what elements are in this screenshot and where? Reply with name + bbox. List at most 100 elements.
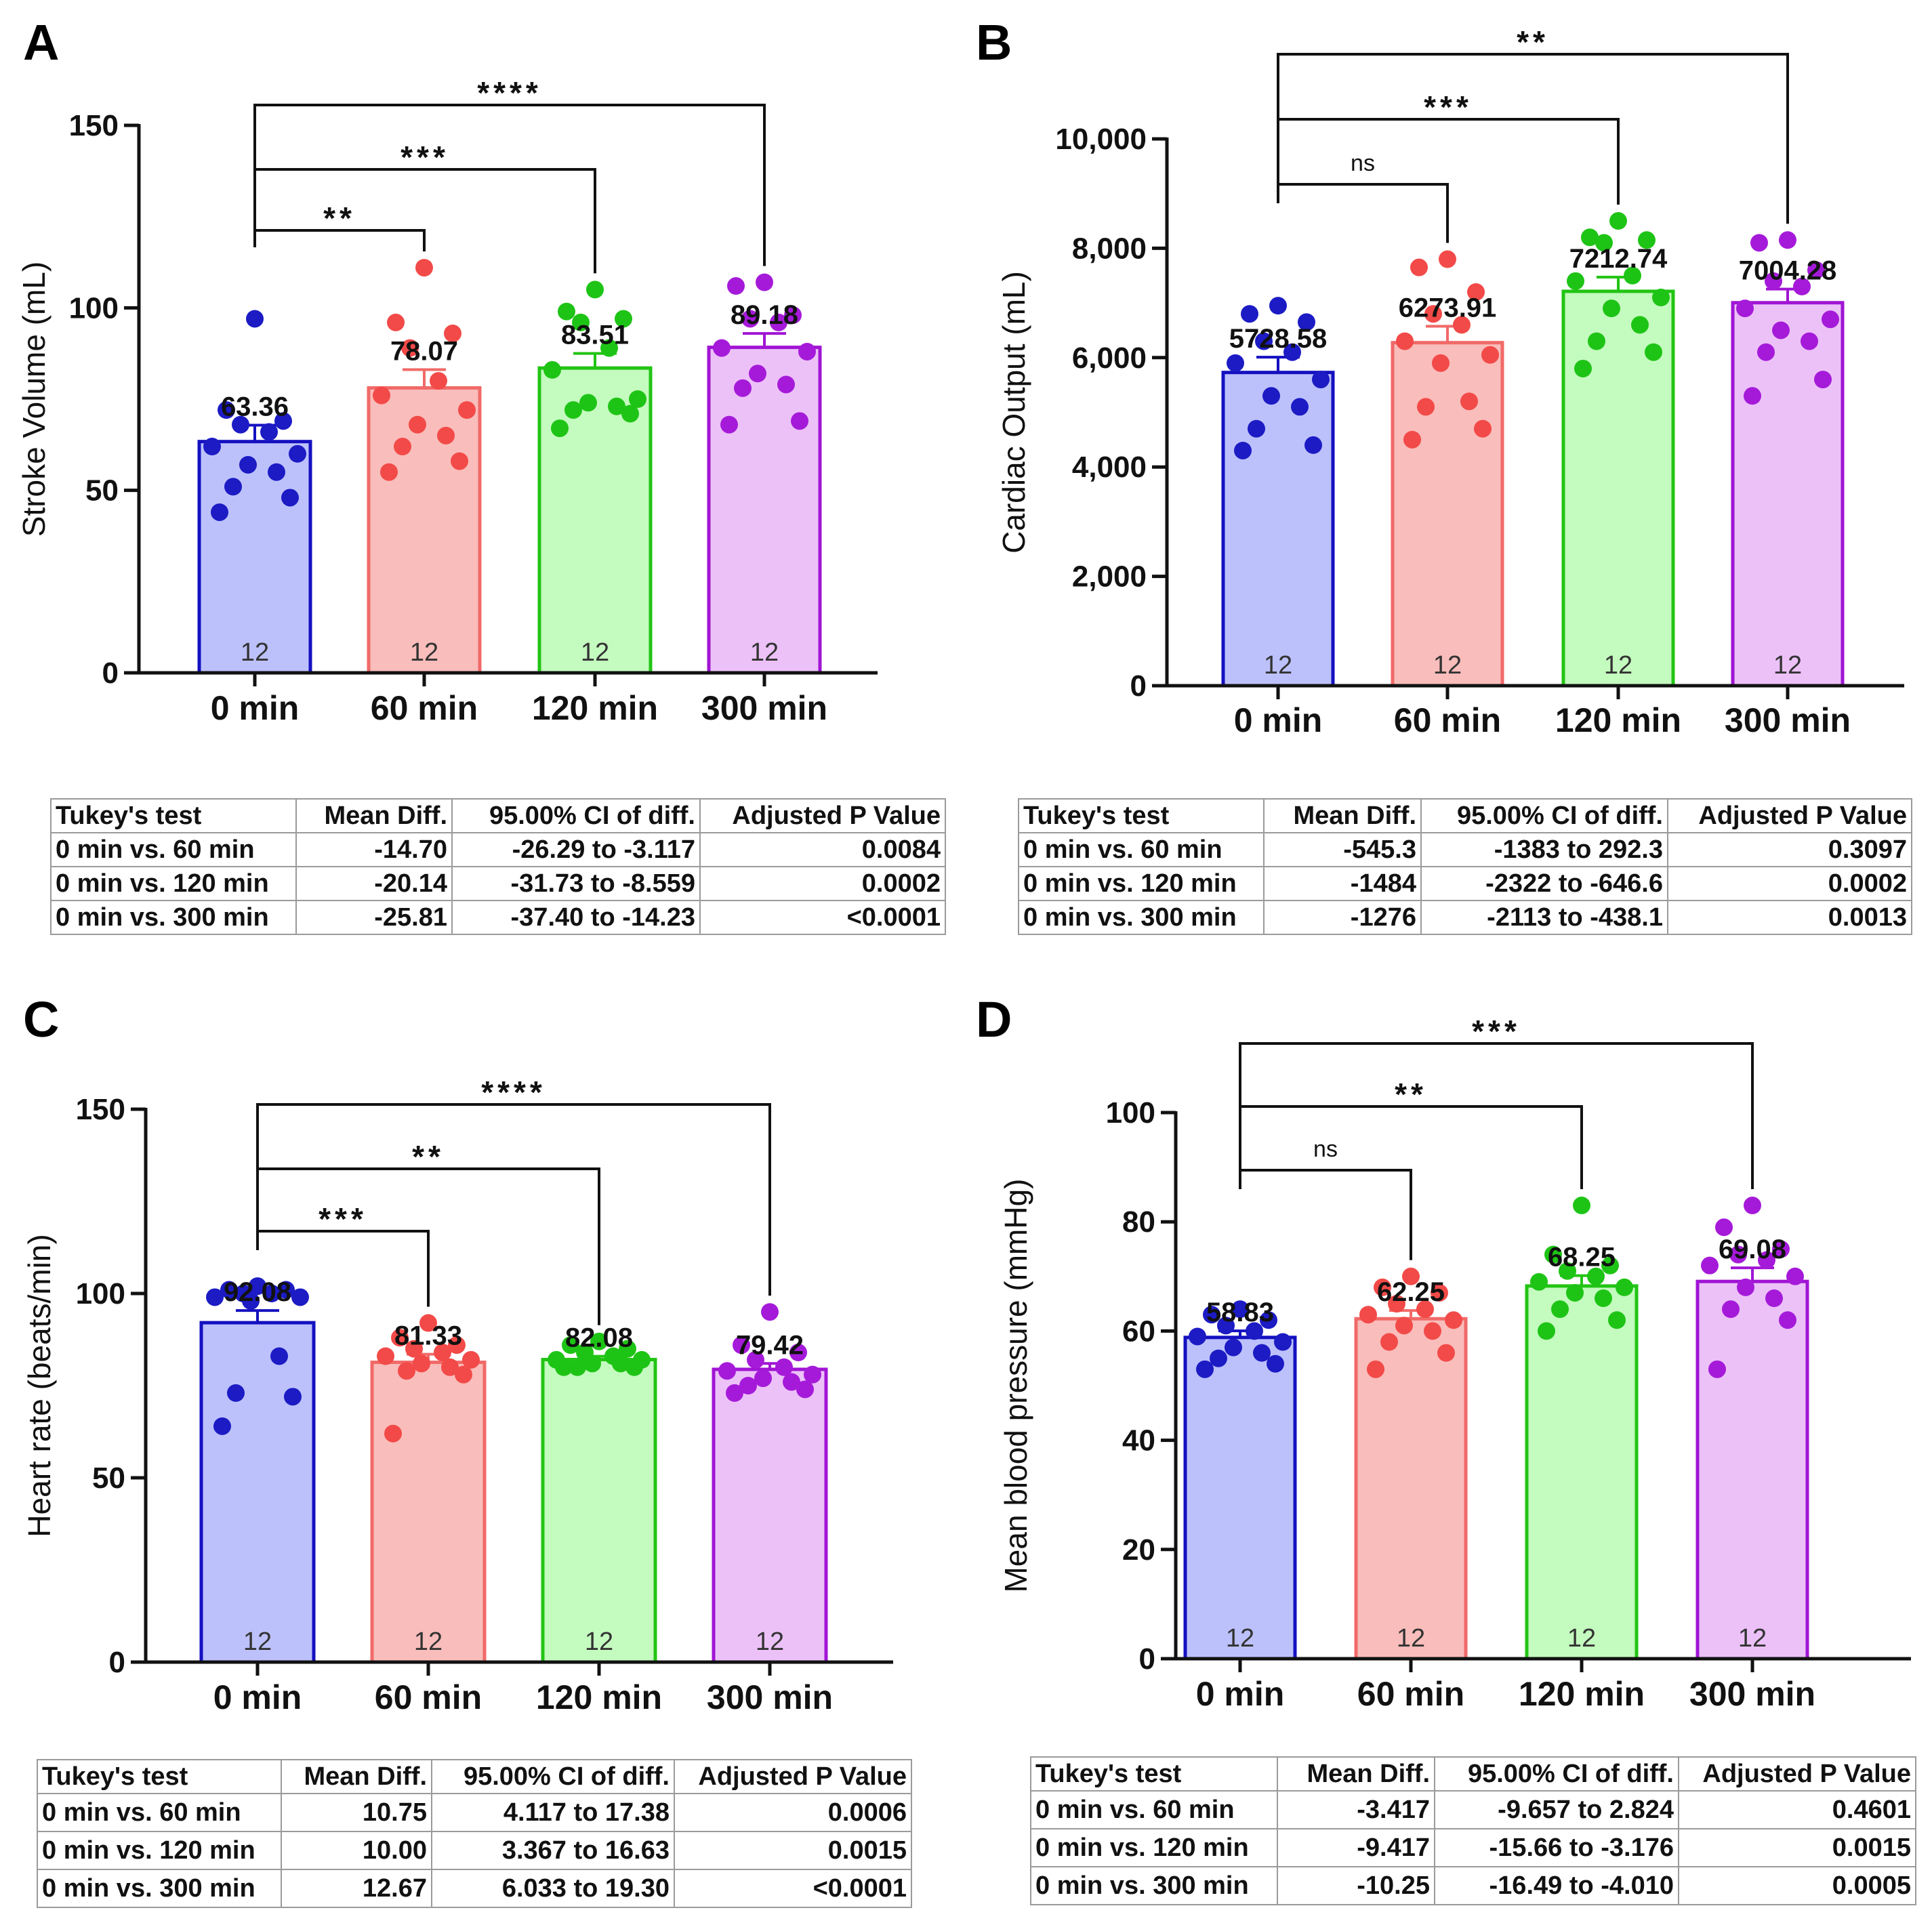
x-tick-label: 0 min bbox=[1196, 1675, 1285, 1713]
data-point bbox=[1616, 1278, 1633, 1296]
bar bbox=[1695, 1279, 1809, 1661]
table-header: 95.00% CI of diff. bbox=[431, 1759, 675, 1794]
table-cell: 0.4601 bbox=[1678, 1790, 1916, 1829]
data-point bbox=[1638, 231, 1656, 249]
panel-letter: C bbox=[23, 991, 59, 1048]
data-label: 78.07 bbox=[390, 337, 458, 367]
table-header: 95.00% CI of diff. bbox=[1420, 798, 1668, 833]
data-point bbox=[1574, 359, 1592, 377]
data-point bbox=[1396, 332, 1414, 350]
x-tick-label: 60 min bbox=[1394, 701, 1501, 739]
table-cell: 0.0002 bbox=[1667, 866, 1912, 901]
data-point bbox=[206, 1288, 224, 1306]
table-row: 0 min vs. 60 min -3.417 -9.657 to 2.824 … bbox=[1030, 1790, 1916, 1829]
data-point bbox=[239, 455, 257, 474]
significance-label: *** bbox=[318, 1201, 367, 1237]
significance-label: *** bbox=[1472, 1014, 1521, 1049]
data-point bbox=[1437, 1344, 1455, 1362]
data-point bbox=[1445, 1311, 1462, 1329]
data-point bbox=[277, 1281, 295, 1299]
table-header-row: Tukey's test Mean Diff. 95.00% CI of dif… bbox=[1018, 798, 1912, 833]
data-point bbox=[726, 1384, 743, 1402]
data-point bbox=[1608, 1311, 1626, 1329]
table-cell: -545.3 bbox=[1263, 832, 1422, 867]
data-point bbox=[441, 1358, 459, 1376]
y-tick-label: 50 bbox=[92, 1462, 125, 1495]
table-cell: 0.0005 bbox=[1678, 1866, 1916, 1905]
panel-letter: B bbox=[976, 14, 1012, 70]
table-cell: -14.70 bbox=[295, 832, 453, 867]
data-point bbox=[1432, 354, 1450, 372]
data-point bbox=[564, 401, 582, 419]
data-point bbox=[391, 1329, 409, 1347]
n-label: 12 bbox=[756, 1628, 784, 1656]
data-point bbox=[1715, 1218, 1733, 1237]
table-header: Adjusted P Value bbox=[1678, 1756, 1916, 1792]
n-label: 12 bbox=[414, 1628, 443, 1656]
table-header: Tukey's test bbox=[37, 1759, 282, 1794]
data-point bbox=[224, 478, 242, 496]
table-row: 0 min vs. 300 min -1276 -2113 to -438.1 … bbox=[1018, 900, 1912, 935]
data-point bbox=[1225, 1338, 1242, 1357]
data-point bbox=[775, 1358, 793, 1376]
data-point bbox=[1765, 272, 1782, 290]
table-cell: 0 min vs. 60 min bbox=[1030, 1790, 1278, 1829]
table-cell: 0 min vs. 300 min bbox=[50, 900, 297, 935]
data-point bbox=[625, 1358, 643, 1376]
table-cell: 0 min vs. 60 min bbox=[50, 832, 297, 867]
table-cell: -16.49 to -4.010 bbox=[1434, 1866, 1679, 1905]
table-cell: -1383 to 292.3 bbox=[1420, 832, 1668, 867]
table-cell: -25.81 bbox=[295, 900, 453, 935]
x-tick-label: 300 min bbox=[1689, 1675, 1815, 1713]
table-cell: 10.75 bbox=[281, 1793, 432, 1832]
significance-label: ns bbox=[1351, 150, 1375, 176]
data-point bbox=[619, 1340, 636, 1358]
panel-letter: A bbox=[23, 14, 59, 70]
data-point bbox=[218, 401, 235, 419]
data-point bbox=[263, 1285, 281, 1302]
table-header: 95.00% CI of diff. bbox=[1434, 1756, 1679, 1792]
data-point bbox=[749, 365, 766, 383]
data-point bbox=[1431, 1283, 1448, 1302]
data-label: 82.08 bbox=[565, 1323, 633, 1353]
data-point bbox=[1772, 1240, 1790, 1258]
x-tick-label: 60 min bbox=[375, 1678, 482, 1716]
x-tick-label: 0 min bbox=[211, 689, 300, 727]
y-axis-title: Mean blood pressure (mmHg) bbox=[998, 1178, 1033, 1592]
data-point bbox=[281, 489, 299, 507]
data-point bbox=[1736, 299, 1754, 318]
table-cell: -37.40 to -14.23 bbox=[451, 900, 701, 935]
data-point bbox=[777, 375, 795, 394]
table-cell: 0 min vs. 60 min bbox=[37, 1793, 282, 1832]
data-point bbox=[1262, 387, 1280, 405]
data-point bbox=[1248, 419, 1265, 438]
table-cell: 0 min vs. 300 min bbox=[37, 1869, 282, 1908]
data-point bbox=[268, 463, 285, 481]
data-point bbox=[415, 259, 433, 277]
data-point bbox=[1595, 1289, 1612, 1308]
chart-panel-d: D 58.83 62.25 68.25 69.08 12 12 12 12 0 20 40 60 80 10… bbox=[976, 991, 1911, 1713]
data-point bbox=[1814, 371, 1832, 389]
table-header: Adjusted P Value bbox=[674, 1759, 912, 1794]
significance-label: **** bbox=[481, 1075, 546, 1110]
table-cell: 0.0002 bbox=[699, 866, 946, 901]
table-header: Mean Diff. bbox=[281, 1759, 432, 1794]
data-point bbox=[1291, 398, 1309, 416]
data-point bbox=[1538, 1322, 1555, 1340]
data-point bbox=[1701, 1256, 1719, 1275]
table-header-row: Tukey's test Mean Diff. 95.00% CI of dif… bbox=[1030, 1756, 1916, 1792]
bar bbox=[541, 1357, 657, 1664]
table-cell: -9.657 to 2.824 bbox=[1434, 1790, 1679, 1829]
data-point bbox=[270, 1347, 288, 1365]
data-point bbox=[1260, 1311, 1277, 1329]
data-point bbox=[1203, 1306, 1220, 1324]
data-label: 7212.74 bbox=[1569, 244, 1668, 274]
data-point bbox=[1374, 1278, 1391, 1296]
data-label: 58.83 bbox=[1206, 1298, 1274, 1327]
significance-label: ** bbox=[323, 201, 356, 236]
significance-label: **** bbox=[477, 75, 542, 110]
table-cell: -31.73 to -8.559 bbox=[451, 866, 701, 901]
data-point bbox=[1417, 398, 1435, 416]
data-point bbox=[747, 1350, 764, 1369]
data-point bbox=[1588, 332, 1605, 350]
